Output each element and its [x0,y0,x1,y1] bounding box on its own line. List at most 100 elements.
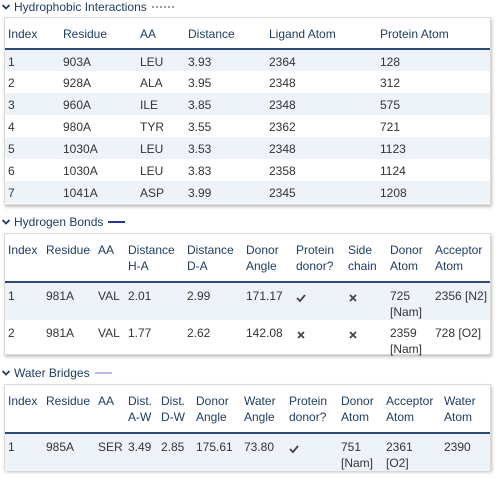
cell-residue: 1041A [63,186,98,200]
header-line: D-A [187,259,208,273]
cell-aa: ILE [140,98,159,112]
column-header[interactable]: Residue [43,234,95,282]
header-line: Atom [444,410,473,424]
cell-acceptor-atom: 2356 [N2] [435,289,488,303]
cell-residue: 960A [63,98,92,112]
column-header[interactable]: Distance D-A [184,234,243,282]
header-line: AA [98,243,115,257]
column-header[interactable]: Ligand Atom [269,27,336,41]
cell-distance: 3.99 [188,186,212,200]
column-header[interactable]: Water Atom [441,385,490,433]
column-header[interactable]: Side chain [345,234,387,282]
cell-protein-atom: 1208 [380,186,407,200]
table-row: 2 928A ALA 3.95 2348 312 [5,71,490,93]
cell-residue: 1030A [63,164,98,178]
column-header[interactable]: Donor Atom [338,385,383,433]
column-header[interactable]: Water Angle [241,385,286,433]
column-header[interactable]: Protein Atom [380,27,449,41]
cell-index: 6 [8,164,15,178]
cell-aa: LEU [140,142,164,156]
column-header[interactable]: AA [140,27,157,41]
cell-aa: LEU [140,55,164,69]
table-row: 2 981A VAL 1.77 2.62 142.08 2359 [Nam] 72… [5,320,490,357]
column-header[interactable]: Acceptor Atom [432,234,490,282]
cell-distance-ha: 1.77 [128,326,152,340]
cell-ligand-atom: 2348 [269,76,296,90]
header-line: Protein [289,394,328,408]
column-header[interactable]: Index [5,385,43,433]
header-line: Distance [187,243,234,257]
atom-id: 725 [390,289,411,303]
legend-solid-line [108,221,126,223]
column-header[interactable]: AA [95,234,125,282]
header-line: donor? [296,259,334,273]
column-header[interactable]: Donor Angle [193,385,241,433]
header-line: Water [244,394,276,408]
header-line: Residue [46,243,91,257]
section-title: Water Bridges [14,366,90,380]
table-row: 1 985A SER 3.49 2.85 175.61 73.80 751 [Na… [5,433,490,471]
header-line: Atom [390,259,419,273]
cell-aa: LEU [140,164,164,178]
header-line: Angle [244,410,275,424]
hydrophobic-table: Index Residue AA Distance Ligand Atom Pr… [5,18,490,203]
check-icon [296,294,306,303]
column-header[interactable]: Donor Angle [243,234,293,282]
column-header[interactable]: Donor Atom [387,234,432,282]
water-bridges-table-panel: Index Residue AA Dist. A-W Dist. D-W Donor… [4,384,491,471]
column-header[interactable]: Residue [43,385,95,433]
cell-protein-atom: 312 [380,76,401,90]
header-line: Dist. [128,394,152,408]
cell-index: 1 [8,55,15,69]
column-header[interactable]: Dist. A-W [125,385,158,433]
header-line: Water [444,394,476,408]
cell-acceptor-atom: 2361 [O2] [383,433,441,471]
cell-aa: VAL [98,326,120,340]
cell-side-chain [345,282,387,320]
column-header[interactable]: Index [8,27,38,41]
cell-index: 5 [8,142,15,156]
column-header[interactable]: Index [5,234,43,282]
cell-residue: 981A [46,326,75,340]
cell-aa: ALA [140,76,163,90]
header-line: D-W [161,410,185,424]
header-line: Index [8,243,38,257]
cell-donor-atom: 725 [Nam] [387,282,432,320]
hbonds-table-panel: Index Residue AA Distance H-A Distance D-A… [4,233,491,357]
cell-residue: 980A [63,120,92,134]
section-header-hbonds[interactable]: Hydrogen Bonds [0,215,126,229]
column-header[interactable]: Protein donor? [293,234,345,282]
cell-distance: 3.93 [188,55,212,69]
header-line: Distance [128,243,175,257]
header-line: Index [8,394,38,408]
cell-protein-atom: 128 [380,55,401,69]
column-header[interactable]: Dist. D-W [158,385,193,433]
header-line: A-W [128,410,152,424]
cell-aa: SER [98,440,123,454]
cell-distance: 3.83 [188,164,212,178]
header-line: AA [98,394,115,408]
column-header[interactable]: Distance [188,27,235,41]
section-header-hydrophobic[interactable]: Hydrophobic Interactions [0,0,174,14]
table-row: 1 981A VAL 2.01 2.99 171.17 725 [Nam] 235… [5,282,490,320]
chevron-down-icon[interactable] [1,2,11,12]
header-line: Dist. [161,394,185,408]
column-header[interactable]: Acceptor Atom [383,385,441,433]
table-row: 5 1030A LEU 3.53 2348 1123 [5,137,490,159]
cell-donor-angle: 175.61 [196,440,233,454]
table-header-row: Index Residue AA Dist. A-W Dist. D-W Donor… [5,385,490,433]
header-line: Protein [296,243,335,257]
column-header[interactable]: AA [95,385,125,433]
cell-distance-dw: 2.85 [161,440,185,454]
column-header[interactable]: Residue [63,27,108,41]
cross-icon [297,331,305,339]
column-header[interactable]: Distance H-A [125,234,184,282]
cell-distance: 3.55 [188,120,212,134]
chevron-down-icon[interactable] [1,217,11,227]
column-header[interactable]: Protein donor? [286,385,338,433]
cell-index: 2 [8,326,15,340]
chevron-down-icon[interactable] [1,368,11,378]
section-header-water-bridges[interactable]: Water Bridges [0,366,112,380]
cell-residue: 985A [46,440,75,454]
cell-aa: VAL [98,289,120,303]
